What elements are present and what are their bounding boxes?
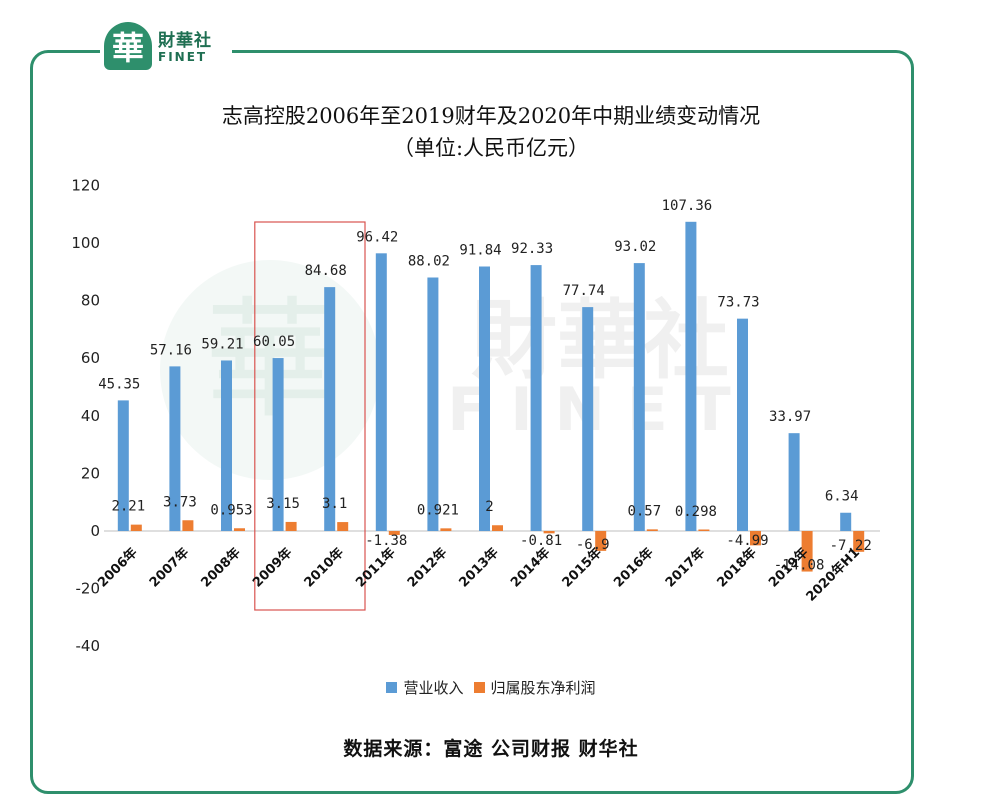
profit-bar — [388, 531, 400, 535]
y-tick-label: -40 — [76, 637, 101, 655]
legend-swatch-profit — [473, 682, 485, 693]
revenue-data-label: 92.33 — [511, 241, 553, 257]
profit-bar — [337, 522, 349, 531]
category-label: 2016年 — [611, 545, 657, 591]
profit-bar — [750, 531, 761, 546]
profit-data-label: -4.99 — [726, 533, 768, 549]
revenue-bar — [221, 360, 232, 531]
profit-data-label: 0.57 — [627, 503, 661, 519]
category-label: 2006年 — [95, 545, 141, 591]
data-source: 数据来源：富途 公司财报 财华社 — [343, 738, 639, 760]
category-label: 2008年 — [198, 545, 244, 591]
profit-data-label: -6.9 — [576, 537, 610, 553]
y-tick-label: 40 — [81, 407, 100, 425]
profit-bar — [492, 525, 503, 531]
legend-label-revenue: 营业收入 — [403, 679, 464, 697]
profit-bar — [234, 528, 245, 531]
revenue-bar — [788, 433, 800, 531]
revenue-data-label: 107.36 — [662, 198, 713, 214]
revenue-data-label: 73.73 — [717, 295, 759, 311]
profit-bar — [646, 529, 658, 531]
chart-title: 志高控股2006年至2019财年及2020年中期业绩变动情况 — [221, 104, 761, 128]
revenue-data-label: 57.16 — [150, 342, 192, 358]
legend-label-profit: 归属股东净利润 — [490, 679, 596, 697]
legend-swatch-revenue — [386, 682, 398, 693]
category-label: 2018年 — [714, 545, 760, 591]
revenue-bar — [685, 221, 697, 531]
y-tick-label: -20 — [76, 580, 101, 598]
revenue-bar — [530, 265, 542, 531]
y-tick-label: 80 — [81, 292, 100, 310]
profit-bar — [182, 520, 194, 531]
revenue-data-label: 45.35 — [98, 376, 140, 392]
profit-data-label: 3.1 — [322, 496, 347, 512]
profit-data-label: -1.38 — [365, 533, 407, 549]
profit-data-label: -0.81 — [520, 533, 562, 549]
revenue-data-label: 91.84 — [459, 243, 501, 259]
profit-bar — [698, 529, 710, 531]
revenue-data-label: 77.74 — [563, 283, 605, 299]
revenue-bar — [169, 366, 181, 531]
category-label: 2017年 — [662, 545, 708, 591]
profit-data-label: 3.15 — [266, 496, 300, 512]
category-label: 2010年 — [301, 545, 347, 591]
profit-bar — [801, 531, 813, 572]
profit-data-label: 2 — [485, 499, 493, 515]
category-label: 2007年 — [146, 545, 192, 591]
profit-data-label: 0.953 — [210, 502, 252, 518]
revenue-data-label: 84.68 — [305, 263, 347, 279]
logo-mark: 華 — [104, 22, 152, 70]
profit-bar — [595, 531, 607, 551]
category-label: 2012年 — [404, 545, 450, 591]
profit-bar — [853, 531, 865, 552]
profit-data-label: 0.298 — [675, 504, 717, 520]
y-tick-label: 0 — [90, 522, 100, 540]
finet-logo: 華 財華社 FINET — [100, 18, 232, 74]
revenue-bar — [633, 263, 645, 531]
y-tick-label: 120 — [71, 176, 100, 194]
profit-data-label: 2.21 — [111, 499, 145, 515]
legend-item-profit: 归属股东净利润 — [473, 677, 596, 698]
revenue-bar — [375, 253, 387, 531]
watermark-english: FINET — [447, 375, 752, 445]
revenue-bar — [117, 400, 129, 531]
revenue-data-label: 60.05 — [253, 334, 295, 350]
logo-english-text: FINET — [158, 50, 208, 64]
y-tick-label: 60 — [81, 349, 100, 367]
profit-data-label: 0.921 — [417, 502, 459, 518]
profit-bar — [440, 528, 452, 531]
profit-data-label: -7.22 — [830, 538, 872, 554]
legend-item-revenue: 营业收入 — [386, 677, 464, 698]
legend: 营业收入 归属股东净利润 — [0, 677, 982, 698]
category-label: 2011年 — [353, 545, 399, 591]
revenue-data-label: 33.97 — [769, 409, 811, 425]
profit-bar — [130, 524, 142, 531]
profit-data-label: 3.73 — [163, 494, 197, 510]
logo-chinese-text: 財華社 — [158, 31, 212, 51]
profit-bar — [543, 531, 555, 534]
revenue-bar — [737, 318, 748, 531]
revenue-bar — [324, 287, 336, 531]
highlight-box — [254, 221, 366, 611]
revenue-bar — [479, 266, 490, 531]
revenue-data-label: 96.42 — [356, 229, 398, 245]
revenue-data-label: 93.02 — [614, 239, 656, 255]
revenue-bar — [272, 358, 284, 531]
revenue-bar — [582, 307, 594, 531]
revenue-data-label: 88.02 — [408, 254, 450, 270]
category-label: 2014年 — [507, 545, 553, 591]
revenue-data-label: 59.21 — [201, 336, 243, 352]
revenue-bar — [427, 277, 439, 531]
profit-data-label: -14.08 — [774, 558, 825, 574]
y-tick-label: 100 — [71, 234, 100, 252]
revenue-bar — [840, 512, 852, 531]
profit-bar — [285, 521, 297, 531]
category-label: 2013年 — [456, 545, 502, 591]
y-tick-label: 20 — [81, 464, 100, 482]
category-label: 2009年 — [249, 545, 295, 591]
chart-subtitle: （单位:人民币亿元） — [392, 136, 590, 160]
revenue-data-label: 6.34 — [825, 489, 859, 505]
